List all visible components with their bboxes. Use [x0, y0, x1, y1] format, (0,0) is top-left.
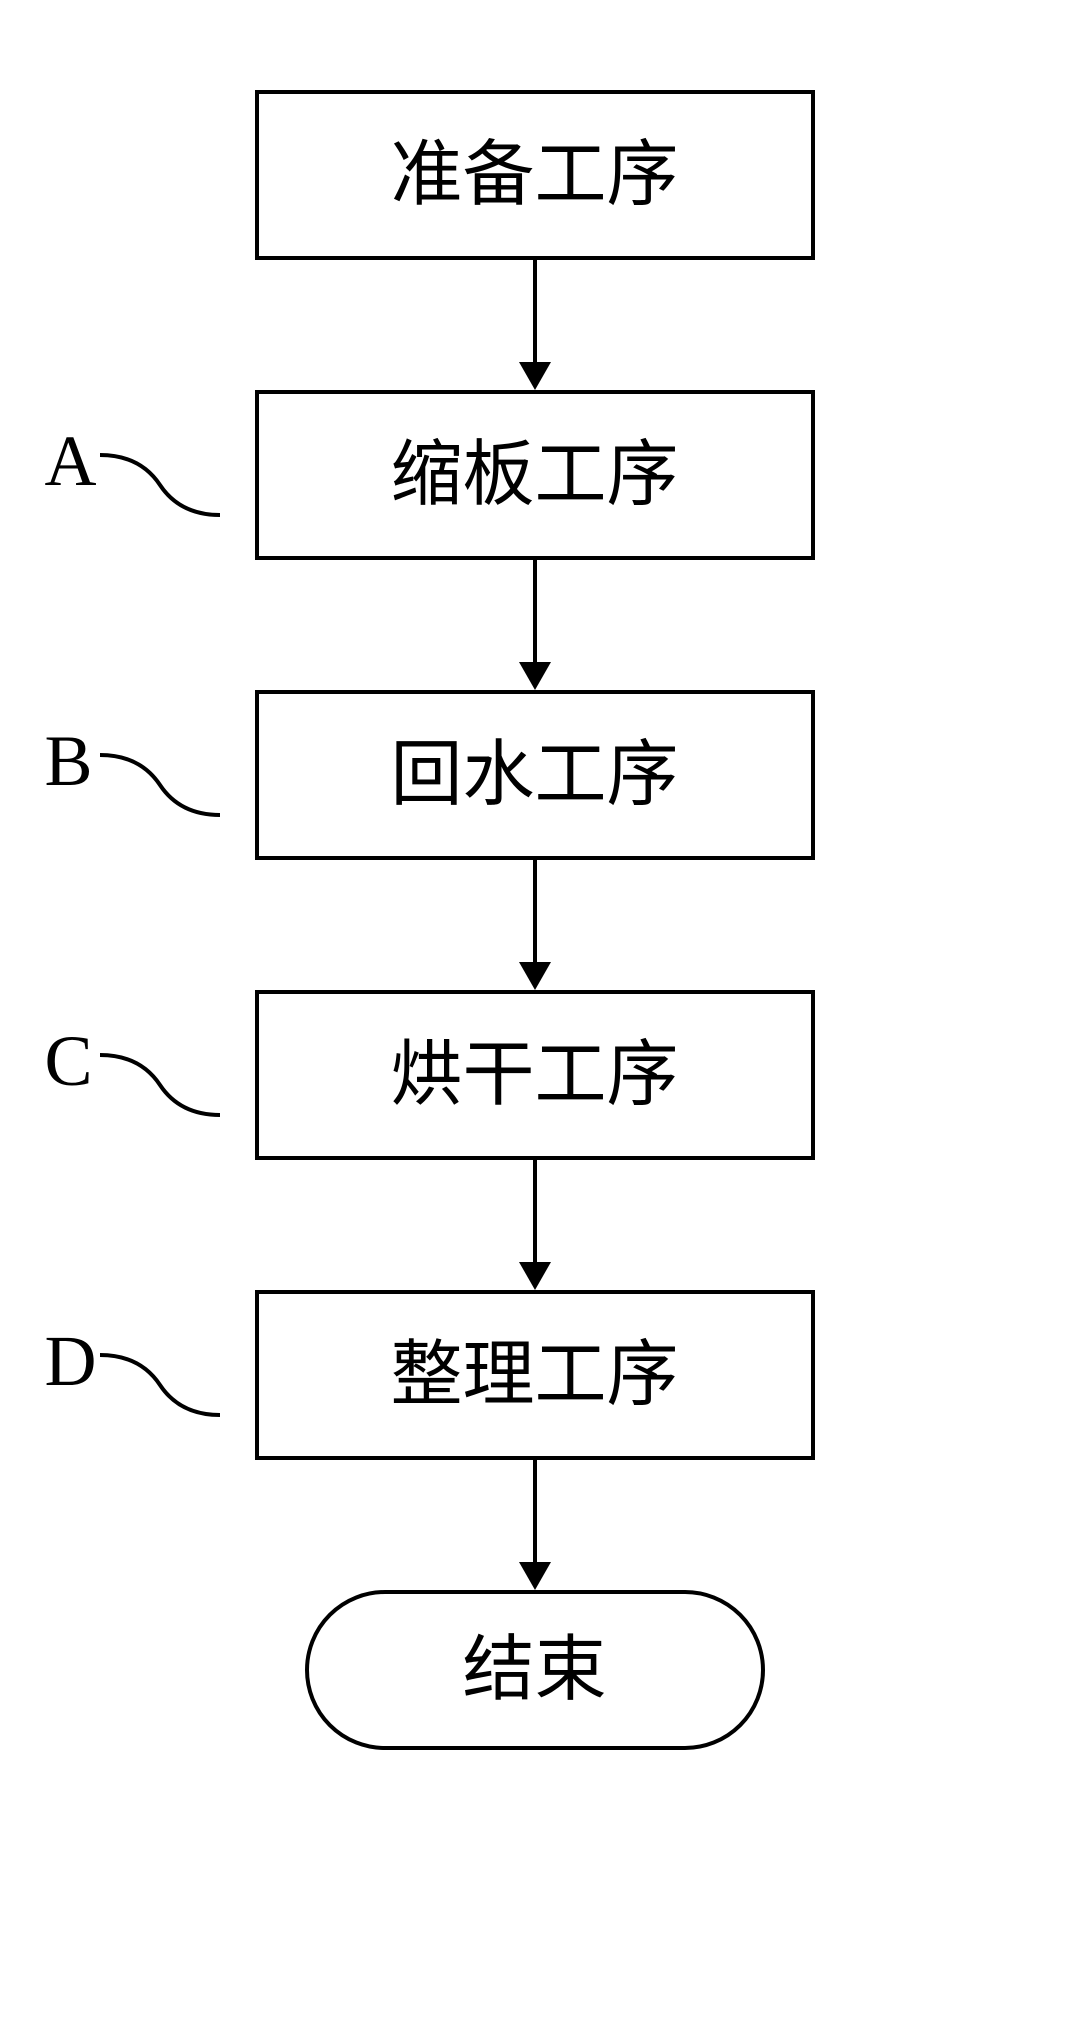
arrow-head-0 [519, 362, 551, 390]
arrow-line-2 [533, 860, 537, 962]
step-wrapper-end: 结束 [305, 1590, 765, 1750]
arrow-0 [519, 260, 551, 390]
arrow-head-3 [519, 1262, 551, 1290]
process-stepD: 整理工序 [255, 1290, 815, 1460]
process-stepC: 烘干工序 [255, 990, 815, 1160]
node-label-end: 结束 [462, 1634, 606, 1706]
arrow-1 [519, 560, 551, 690]
step-wrapper-stepA: A缩板工序 [255, 390, 815, 560]
label-d: D [45, 1320, 97, 1403]
connector-d [95, 1345, 225, 1425]
arrow-line-1 [533, 560, 537, 662]
label-text-a: A [45, 420, 97, 503]
arrow-line-0 [533, 260, 537, 362]
connector-c [95, 1045, 225, 1125]
step-wrapper-step0: 准备工序 [255, 90, 815, 260]
arrow-head-2 [519, 962, 551, 990]
process-stepB: 回水工序 [255, 690, 815, 860]
connector-a [95, 445, 225, 525]
step-wrapper-stepC: C烘干工序 [255, 990, 815, 1160]
node-label-stepD: 整理工序 [390, 1339, 678, 1411]
label-a: A [45, 420, 97, 503]
label-text-b: B [45, 720, 93, 803]
arrow-head-1 [519, 662, 551, 690]
node-label-stepC: 烘干工序 [390, 1039, 678, 1111]
arrow-3 [519, 1160, 551, 1290]
terminal-end: 结束 [305, 1590, 765, 1750]
connector-b [95, 745, 225, 825]
node-label-stepB: 回水工序 [390, 739, 678, 811]
step-wrapper-stepB: B回水工序 [255, 690, 815, 860]
label-c: C [45, 1020, 93, 1103]
process-step0: 准备工序 [255, 90, 815, 260]
step-wrapper-stepD: D整理工序 [255, 1290, 815, 1460]
flowchart-container: 准备工序 A缩板工序 B回水工序 C烘干工序 D整理工序结束 [255, 90, 815, 1750]
node-label-stepA: 缩板工序 [390, 439, 678, 511]
label-b: B [45, 720, 93, 803]
process-stepA: 缩板工序 [255, 390, 815, 560]
arrow-head-4 [519, 1562, 551, 1590]
node-label-step0: 准备工序 [390, 139, 678, 211]
arrow-2 [519, 860, 551, 990]
arrow-line-3 [533, 1160, 537, 1262]
label-text-c: C [45, 1020, 93, 1103]
label-text-d: D [45, 1320, 97, 1403]
arrow-4 [519, 1460, 551, 1590]
arrow-line-4 [533, 1460, 537, 1562]
